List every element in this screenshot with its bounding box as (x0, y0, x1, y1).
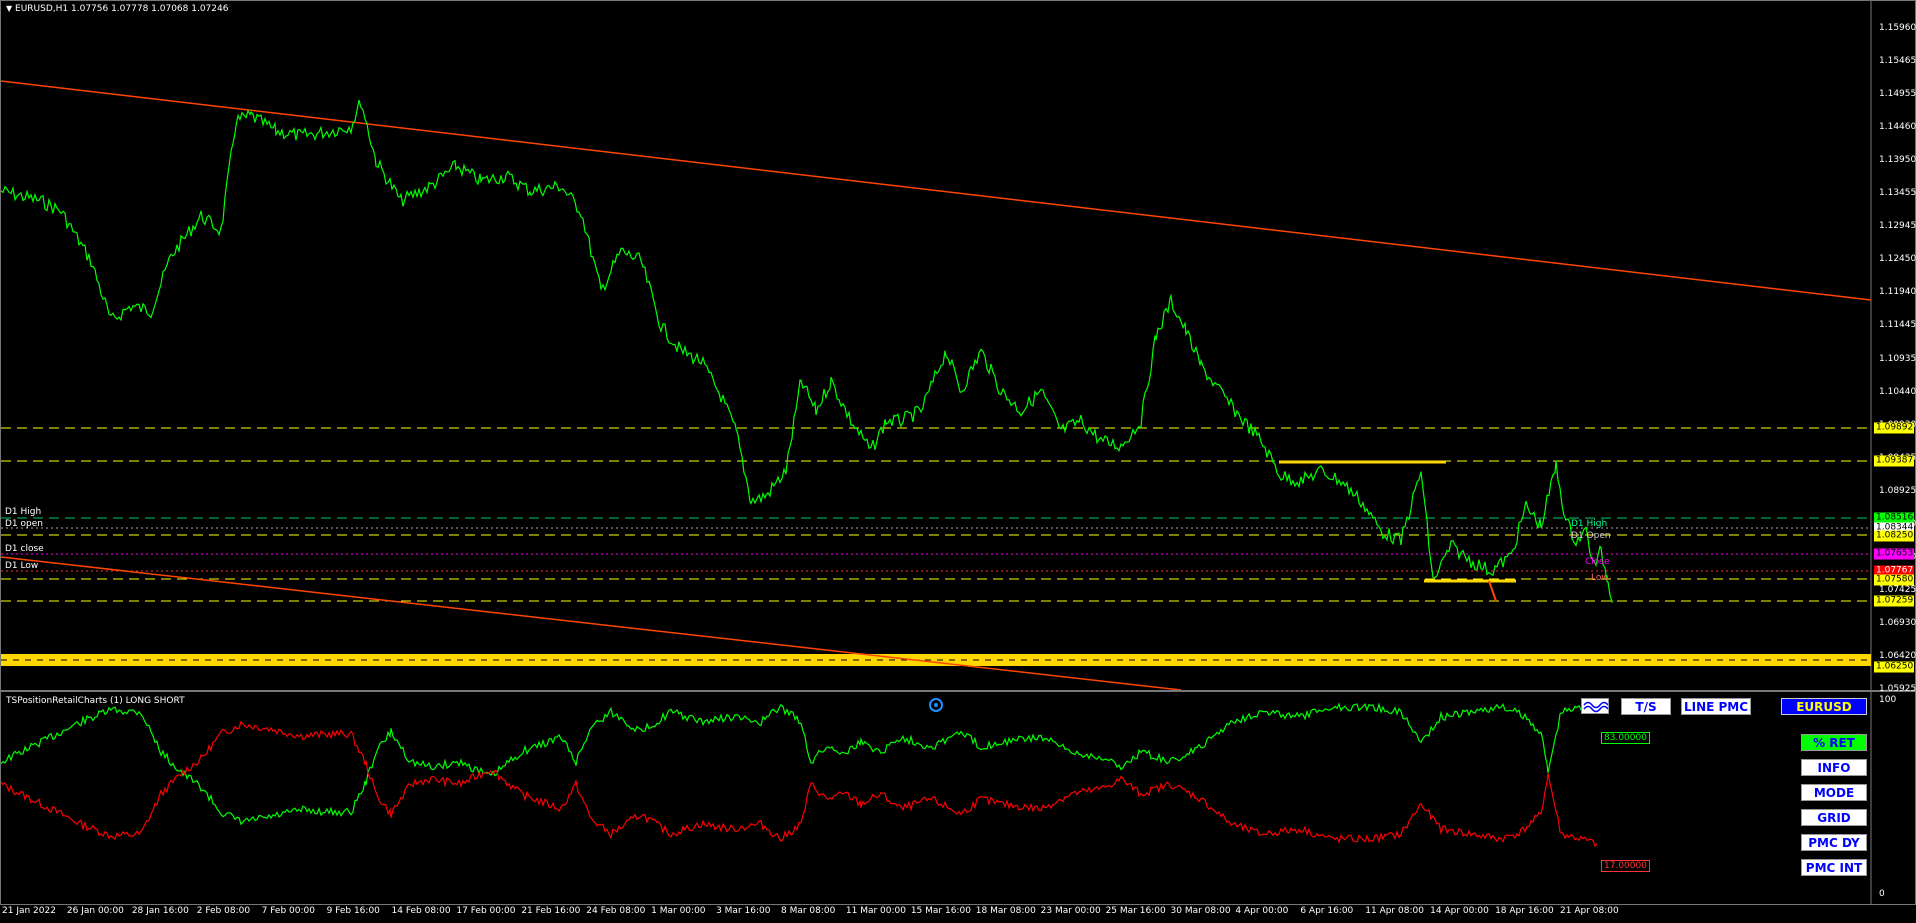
price-pane[interactable]: ▼ EURUSD,H1 1.07756 1.07778 1.07068 1.07… (0, 0, 1916, 694)
price-axis-label: 1.05925 (1879, 684, 1916, 694)
grid-button[interactable]: GRID (1801, 809, 1867, 826)
price-axis-label: 1.10935 (1879, 353, 1916, 364)
price-box-level-2: 1.09387 (1874, 455, 1914, 467)
price-box-bid: 1.07767 (1874, 565, 1914, 577)
price-axis-label: 1.14460 (1879, 122, 1916, 133)
price-box-level-5: 1.06250 (1874, 661, 1914, 673)
price-chart[interactable] (1, 1, 1915, 690)
time-axis-label: 21 Jan 2022 (2, 906, 56, 916)
time-axis-label: 7 Feb 00:00 (261, 906, 315, 916)
time-axis-label: 3 Mar 16:00 (716, 906, 771, 916)
short-line (1, 720, 1598, 848)
ret-button[interactable]: % RET (1801, 734, 1867, 751)
time-axis-label: 17 Feb 00:00 (456, 906, 516, 916)
target-icon[interactable] (929, 698, 943, 712)
d1-low-label: D1 Low (5, 561, 39, 571)
time-axis-label: 11 Mar 00:00 (845, 906, 906, 916)
price-axis-label: 1.15465 (1879, 56, 1916, 67)
lower-trend-line (1, 556, 1182, 690)
d1-open-label: D1 open (5, 519, 43, 529)
symbol-header: ▼ EURUSD,H1 1.07756 1.07778 1.07068 1.07… (6, 4, 228, 14)
info-button[interactable]: INFO (1801, 759, 1867, 776)
price-axis-label: 1.13455 (1879, 188, 1916, 199)
right-open-label: D1 Open (1571, 531, 1611, 541)
short-value-tag: 17.00000 (1601, 860, 1650, 872)
time-axis-label: 4 Apr 00:00 (1235, 906, 1289, 916)
long-line (1, 698, 1598, 826)
price-box-d1-high: 1.08516 (1874, 512, 1914, 524)
price-axis-label: 1.10440 (1879, 386, 1916, 397)
indicator-axis-top: 100 (1879, 695, 1897, 705)
support-zone (1, 654, 1871, 666)
time-axis-label: 25 Mar 16:00 (1105, 906, 1166, 916)
time-axis-label: 18 Apr 16:00 (1495, 906, 1554, 916)
price-box-d1-close: 1.07653 (1874, 548, 1914, 560)
indicator-pane[interactable]: TSPositionRetailCharts (1) LONG SHORT 10… (0, 691, 1916, 905)
indicator-chart[interactable] (1, 692, 1915, 904)
indicator-title: TSPositionRetailCharts (1) LONG SHORT (6, 696, 185, 706)
pmc-dy-button[interactable]: PMC DY (1801, 834, 1867, 851)
time-axis-label: 15 Mar 16:00 (910, 906, 971, 916)
time-axis-label: 24 Feb 08:00 (586, 906, 646, 916)
time-axis-label: 26 Jan 00:00 (66, 906, 124, 916)
right-low-label: Low (1591, 573, 1609, 583)
right-close-label: Close (1585, 557, 1610, 567)
time-axis-label: 28 Jan 16:00 (131, 906, 189, 916)
price-axis-label: 1.06930 (1879, 617, 1916, 628)
price-box-level-4: 1.07259 (1874, 595, 1914, 607)
ts-button[interactable]: T/S (1621, 698, 1671, 715)
wave-icon-button[interactable] (1581, 698, 1609, 714)
price-line (1, 99, 1614, 603)
price-box-d1-open: 1.08344 (1874, 522, 1914, 534)
price-axis-label: 1.11940 (1879, 287, 1916, 298)
price-axis-label: 1.07425 (1879, 584, 1916, 595)
price-axis-label: 1.08925 (1879, 485, 1916, 496)
indicator-axis-bottom: 0 (1879, 889, 1885, 899)
right-high-label: D1 High (1571, 519, 1608, 529)
price-box-level-1: 1.09892 (1874, 422, 1914, 434)
time-axis-label: 8 Mar 08:00 (781, 906, 836, 916)
price-box-level-3: 1.08250 (1874, 530, 1914, 542)
time-axis-label: 21 Apr 08:00 (1560, 906, 1619, 916)
symbol-info: EURUSD,H1 1.07756 1.07778 1.07068 1.0724… (15, 4, 229, 14)
price-axis-label: 1.14955 (1879, 89, 1916, 100)
time-axis-label: 6 Apr 16:00 (1300, 906, 1354, 916)
time-axis-label: 9 Feb 16:00 (326, 906, 380, 916)
price-axis-label: 1.15960 (1879, 23, 1916, 33)
price-axis-label: 1.12450 (1879, 254, 1916, 265)
time-axis-label: 1 Mar 00:00 (651, 906, 706, 916)
time-axis-label: 21 Feb 16:00 (521, 906, 581, 916)
price-axis-label: 1.12945 (1879, 221, 1916, 232)
wave-icon (1583, 701, 1608, 713)
price-box-d1-low: 1.07580 (1874, 574, 1914, 586)
long-value-tag: 83.00000 (1601, 732, 1650, 744)
upper-trend-line (1, 80, 1872, 301)
price-axis-label: 1.11445 (1879, 320, 1916, 331)
time-axis-label: 30 Mar 08:00 (1170, 906, 1231, 916)
d1-close-label: D1 close (5, 544, 44, 554)
d1-high-label: D1 High (5, 507, 42, 517)
time-axis-label: 14 Feb 08:00 (391, 906, 451, 916)
pmc-int-button[interactable]: PMC INT (1801, 859, 1867, 876)
mode-button[interactable]: MODE (1801, 784, 1867, 801)
time-axis-label: 18 Mar 08:00 (975, 906, 1036, 916)
menu-triangle-icon[interactable]: ▼ (6, 4, 13, 13)
time-axis-label: 14 Apr 00:00 (1430, 906, 1489, 916)
price-axis-label: 1.13950 (1879, 155, 1916, 166)
line-pmc-button[interactable]: LINE PMC (1681, 698, 1751, 715)
symbol-button[interactable]: EURUSD (1781, 698, 1867, 715)
time-axis-label: 11 Apr 08:00 (1365, 906, 1424, 916)
time-axis-label: 23 Mar 00:00 (1040, 906, 1101, 916)
time-axis-label: 2 Feb 08:00 (196, 906, 251, 916)
price-axis-label: 1.06420 (1879, 650, 1916, 661)
